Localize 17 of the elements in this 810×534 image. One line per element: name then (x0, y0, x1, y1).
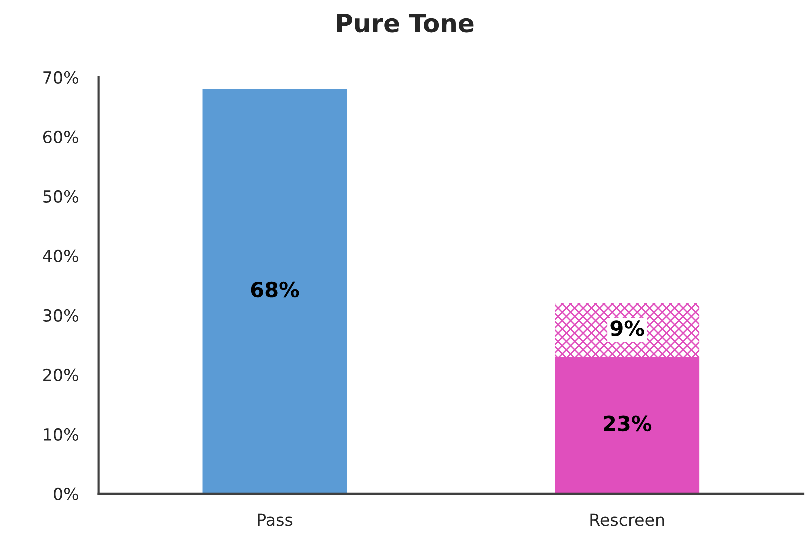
bar (555, 357, 700, 494)
chart-title: Pure Tone (337, 14, 474, 33)
y-tick-label: 30% (44, 309, 78, 322)
bar (202, 89, 348, 494)
y-tick-label: 60% (43, 130, 78, 144)
y-tick-label: 0% (54, 488, 78, 501)
x-tick-label: Pass (258, 514, 293, 526)
y-tick-label: 50% (44, 190, 78, 204)
y-tick-label: 10% (44, 428, 78, 442)
y-tick-label: 40% (43, 250, 78, 263)
bar (555, 304, 700, 358)
data-label: 9% (610, 320, 644, 336)
data-label: 68% (251, 282, 300, 298)
y-tick-label: 20% (44, 368, 78, 382)
x-tick-label: Rescreen (590, 514, 664, 526)
data-label: 23% (604, 416, 652, 432)
y-tick-label: 70% (44, 71, 78, 84)
